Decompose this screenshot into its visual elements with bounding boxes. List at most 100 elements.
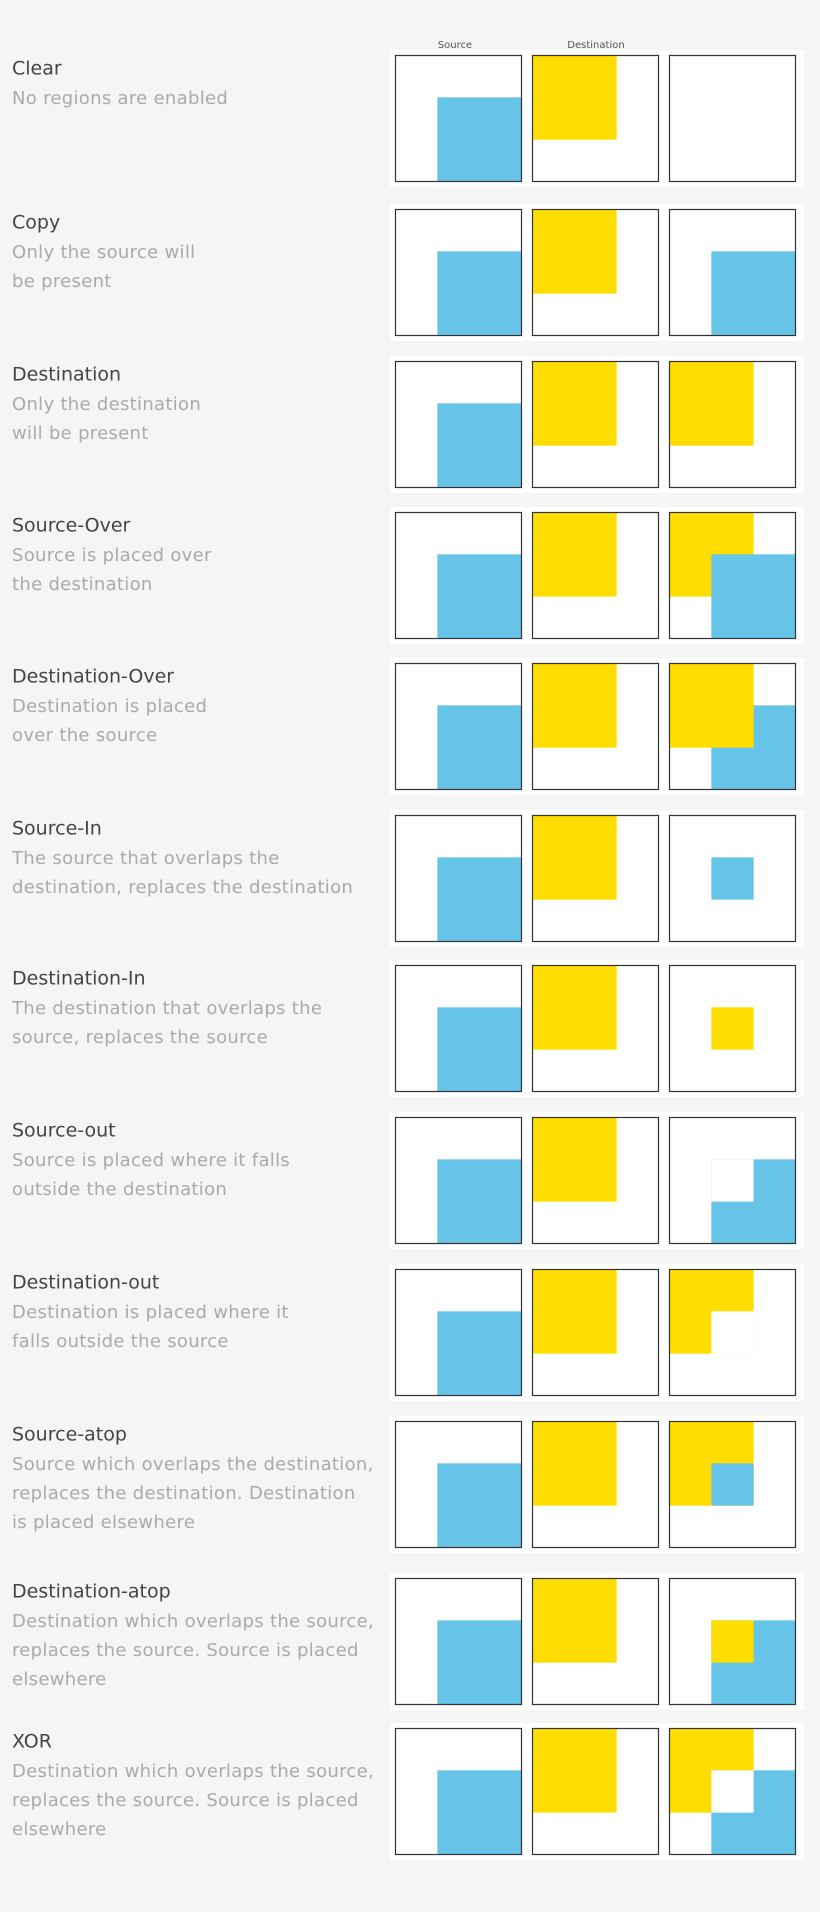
region <box>532 1117 617 1202</box>
box-border <box>394 1727 523 1856</box>
row-description: be present <box>12 271 112 292</box>
region <box>711 1620 754 1663</box>
region <box>437 705 522 790</box>
box-border <box>531 964 660 1093</box>
box-border <box>531 1577 660 1706</box>
box-border <box>668 1577 797 1706</box>
box-border <box>668 208 797 337</box>
box-border <box>668 54 797 183</box>
row-title: Source-atop <box>12 1424 127 1446</box>
region <box>532 1421 617 1506</box>
box-border <box>394 662 523 791</box>
region <box>711 857 754 900</box>
box-border <box>394 1116 523 1245</box>
region <box>711 1311 754 1354</box>
box-border <box>531 54 660 183</box>
row-title: Destination-In <box>12 968 146 990</box>
row-description: No regions are enabled <box>12 88 228 109</box>
row-title: XOR <box>12 1731 52 1753</box>
box-border <box>668 964 797 1093</box>
box-border <box>668 814 797 943</box>
row-title: Destination-atop <box>12 1581 171 1603</box>
region <box>711 1463 754 1506</box>
row-description: elsewhere <box>12 1669 107 1690</box>
row-description: Destination which overlaps the source, <box>12 1611 374 1632</box>
box-border <box>668 1268 797 1397</box>
row-title: Destination <box>12 364 121 386</box>
region <box>532 1578 617 1663</box>
row-description: Only the destination <box>12 394 201 415</box>
region <box>437 97 522 182</box>
region <box>711 1007 754 1050</box>
region <box>711 1770 754 1813</box>
box-border <box>394 511 523 640</box>
box <box>669 55 796 182</box>
row-title: Source-In <box>12 818 102 840</box>
region <box>437 251 522 336</box>
box-border <box>531 1268 660 1397</box>
region <box>532 965 617 1050</box>
region <box>437 554 522 639</box>
region <box>437 403 522 488</box>
box-border <box>531 208 660 337</box>
row-description: will be present <box>12 423 149 444</box>
row-title: Copy <box>12 212 60 234</box>
row-description: Source is placed where it falls <box>12 1150 290 1171</box>
row-description: Only the source will <box>12 242 195 263</box>
region <box>437 1620 522 1705</box>
box-border <box>394 360 523 489</box>
destination-header: Destination <box>567 40 624 51</box>
row-title: Source-out <box>12 1120 116 1142</box>
box-border <box>394 54 523 183</box>
row-description: Destination is placed <box>12 696 207 717</box>
row-description: The source that overlaps the <box>11 848 280 869</box>
row-title: Destination-Over <box>12 666 174 688</box>
box-border <box>668 1727 797 1856</box>
box-border <box>668 511 797 640</box>
row-title: Source-Over <box>12 515 131 537</box>
box-border <box>394 814 523 943</box>
row-title: Clear <box>12 58 62 80</box>
box-border <box>531 1420 660 1549</box>
region <box>532 1269 617 1354</box>
row-description: is placed elsewhere <box>12 1512 195 1533</box>
row-description: Source is placed over <box>12 545 212 566</box>
region <box>532 209 617 294</box>
region <box>437 857 522 942</box>
region <box>711 251 796 336</box>
row-description: destination, replaces the destination <box>12 877 353 898</box>
row-description: The destination that overlaps the <box>11 998 322 1019</box>
region <box>669 663 754 748</box>
box-border <box>394 1268 523 1397</box>
row-description: replaces the source. Source is placed <box>12 1640 359 1661</box>
box-border <box>668 1420 797 1549</box>
box-border <box>394 1420 523 1549</box>
box-border <box>531 360 660 489</box>
row-description: Destination which overlaps the source, <box>12 1761 374 1782</box>
region <box>437 1770 522 1855</box>
region <box>532 1728 617 1813</box>
box-border <box>531 1116 660 1245</box>
box-border <box>531 511 660 640</box>
row-description: the destination <box>12 574 153 595</box>
region <box>437 1159 522 1244</box>
region <box>437 1007 522 1092</box>
row-description: source, replaces the source <box>12 1027 268 1048</box>
box-border <box>531 1727 660 1856</box>
region <box>711 1159 754 1202</box>
region <box>532 663 617 748</box>
row-description: Source which overlaps the destination, <box>12 1454 374 1475</box>
row-title: Destination-out <box>12 1272 159 1294</box>
row-description: elsewhere <box>12 1819 107 1840</box>
region <box>532 815 617 900</box>
box-border <box>668 1116 797 1245</box>
region <box>437 1311 522 1396</box>
row-description: replaces the source. Source is placed <box>12 1790 359 1811</box>
box-border <box>531 662 660 791</box>
region <box>711 554 796 639</box>
box-border <box>394 964 523 1093</box>
box-border <box>531 814 660 943</box>
region <box>532 55 617 140</box>
